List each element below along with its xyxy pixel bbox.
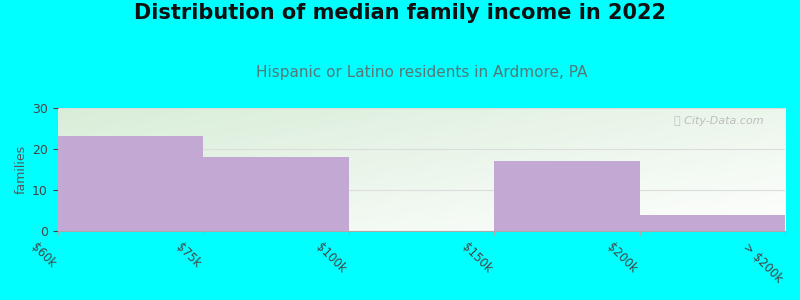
Bar xyxy=(639,215,785,231)
Bar xyxy=(203,157,349,231)
Y-axis label: families: families xyxy=(15,145,28,194)
Text: ⓘ City-Data.com: ⓘ City-Data.com xyxy=(674,116,763,126)
Bar xyxy=(58,136,203,231)
Title: Hispanic or Latino residents in Ardmore, PA: Hispanic or Latino residents in Ardmore,… xyxy=(256,65,587,80)
Text: Distribution of median family income in 2022: Distribution of median family income in … xyxy=(134,3,666,23)
Bar xyxy=(494,161,639,231)
